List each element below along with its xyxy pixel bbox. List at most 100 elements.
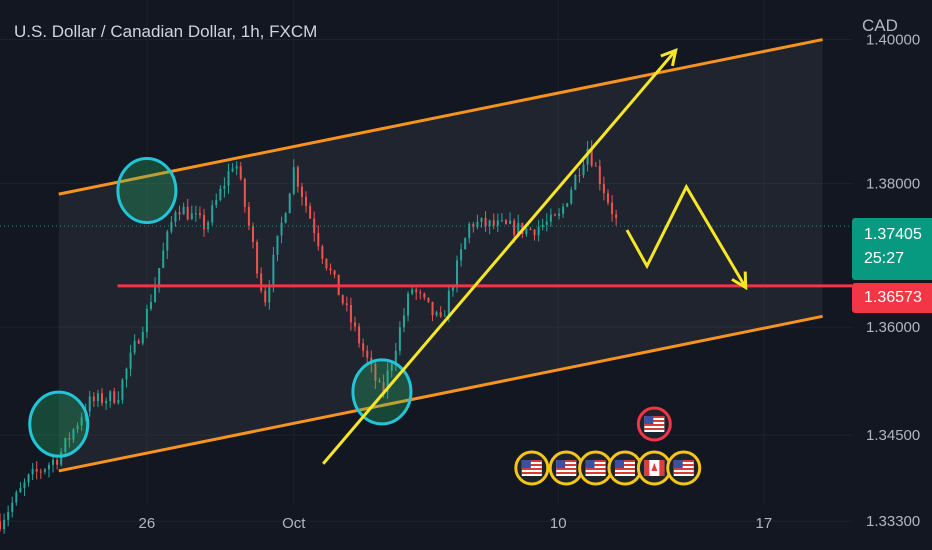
- candle-body: [219, 188, 222, 200]
- candle-body: [398, 327, 401, 351]
- candle-body: [574, 175, 577, 190]
- candle-body: [113, 391, 116, 403]
- candle-body: [129, 352, 132, 369]
- candle-body: [492, 220, 495, 226]
- candle-body: [411, 289, 414, 294]
- swing-circle: [116, 157, 178, 225]
- candle-body: [349, 304, 352, 323]
- candle-body: [439, 312, 442, 317]
- canada-flag-band: [644, 460, 650, 476]
- candle-body: [317, 233, 320, 247]
- us-flag-stripe: [585, 468, 606, 470]
- candle-body: [333, 270, 336, 275]
- us-flag-canton: [673, 460, 683, 468]
- us-flag-canton: [644, 416, 654, 424]
- candle-body: [280, 222, 283, 236]
- us-flag-stripe: [585, 460, 606, 462]
- us-flag-stripe: [644, 416, 665, 418]
- candle-body: [223, 185, 226, 189]
- us-flag-stripe: [644, 420, 665, 422]
- candle-body: [451, 287, 454, 291]
- candle-body: [513, 220, 516, 235]
- candle-body: [211, 205, 214, 223]
- candle-body: [374, 364, 377, 381]
- candle-body: [215, 199, 218, 206]
- candle-body: [325, 258, 328, 269]
- x-tick-label: 17: [756, 515, 773, 532]
- candle-body: [182, 206, 185, 215]
- candle-body: [96, 393, 99, 401]
- candle-body: [251, 225, 254, 242]
- candle-body: [186, 206, 189, 220]
- candle-body: [288, 193, 291, 214]
- candle-body: [309, 206, 312, 219]
- maple-leaf: [651, 463, 658, 471]
- candle-body: [117, 399, 120, 403]
- candle-body: [464, 238, 467, 250]
- candle-body: [268, 286, 271, 303]
- candle-body: [145, 308, 148, 333]
- candle-body: [598, 166, 601, 185]
- candle-body: [606, 193, 609, 203]
- candle-body: [296, 167, 299, 187]
- candle-body: [133, 340, 136, 353]
- bar-countdown: 25:27: [864, 250, 905, 267]
- candle-body: [594, 165, 597, 167]
- candle-body: [562, 206, 565, 214]
- forecast-arrowhead: [731, 271, 748, 291]
- us-flag-stripe: [644, 424, 665, 426]
- candle-body: [484, 217, 487, 227]
- candle-body: [141, 332, 144, 344]
- candle-body: [178, 212, 181, 215]
- us-flag-stripe: [673, 460, 694, 462]
- candle-body: [407, 293, 410, 316]
- candle-body: [166, 231, 169, 251]
- candle-body: [504, 220, 507, 224]
- x-tick-label: Oct: [282, 515, 306, 532]
- candle-body: [88, 396, 91, 412]
- canada-flag-band: [659, 460, 665, 476]
- candle-body: [402, 315, 405, 328]
- candle-body: [558, 213, 561, 216]
- y-tick-label: 1.38000: [866, 175, 920, 192]
- candle-body: [170, 221, 173, 232]
- candle-body: [27, 474, 30, 483]
- candle-body: [101, 393, 104, 404]
- candle-body: [390, 364, 393, 371]
- candle-body: [358, 326, 361, 344]
- candle-body: [121, 379, 124, 400]
- candle-body: [68, 438, 71, 440]
- candle-body: [60, 451, 63, 465]
- us-flag-stripe: [614, 460, 635, 462]
- candle-body: [80, 417, 83, 426]
- candle-body: [239, 166, 242, 180]
- us-flag-canton: [521, 460, 531, 468]
- us-flag-stripe: [585, 464, 606, 466]
- us-flag-stripe: [614, 464, 635, 466]
- candle-body: [47, 464, 50, 470]
- candle-body: [362, 343, 365, 351]
- y-tick-label: 1.36000: [866, 319, 920, 336]
- swing-circle: [28, 390, 90, 458]
- candle-body: [341, 295, 344, 304]
- candle-body: [52, 459, 55, 465]
- candle-body: [611, 202, 614, 215]
- candle-body: [300, 186, 303, 197]
- candle-body: [235, 166, 238, 169]
- candle-body: [570, 189, 573, 204]
- candle-body: [23, 482, 26, 488]
- candle-body: [517, 222, 520, 235]
- candle-body: [602, 184, 605, 194]
- candle-body: [386, 370, 389, 392]
- candle-body: [529, 228, 532, 230]
- symbol-title: U.S. Dollar / Canadian Dollar, 1h, FXCM: [14, 22, 318, 41]
- us-flag-stripe: [556, 468, 577, 470]
- us-flag-stripe: [614, 468, 635, 470]
- us-flag-canton: [585, 460, 595, 468]
- y-tick-label: 1.33300: [866, 513, 920, 530]
- level-price-label: 1.36573: [852, 283, 932, 313]
- candle-body: [264, 290, 267, 303]
- y-tick-label: 1.40000: [866, 32, 920, 49]
- us-flag-stripe: [585, 472, 606, 474]
